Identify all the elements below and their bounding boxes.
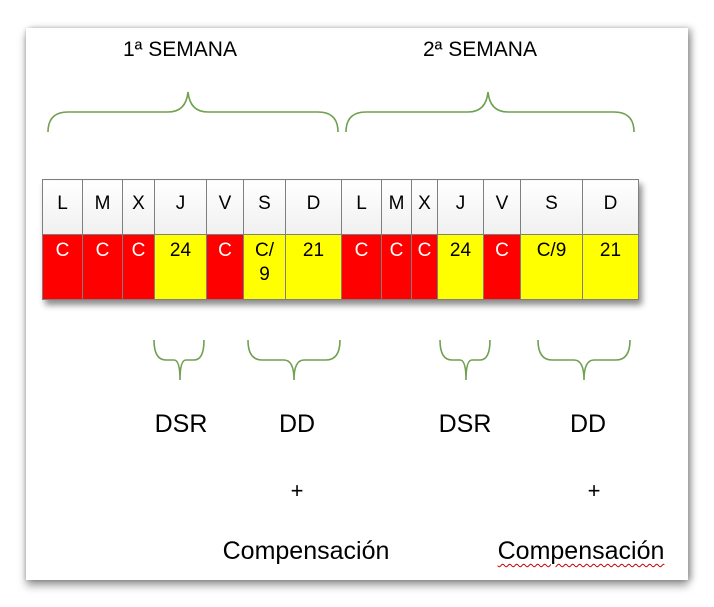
shift-cell: C/ 9	[243, 234, 286, 300]
day-cell: M	[381, 179, 412, 235]
week-1-title: 1ª SEMANA	[123, 38, 237, 61]
week-2-title: 2ª SEMANA	[423, 38, 537, 61]
day-cell: X	[122, 179, 155, 235]
day-cell: J	[437, 179, 484, 235]
shift-cell: C	[483, 234, 521, 300]
shift-cell: C	[341, 234, 382, 300]
shift-cell: C	[381, 234, 412, 300]
day-cell: S	[520, 179, 583, 235]
shift-cell: 21	[285, 234, 342, 300]
dsr-label-week-2: DSR	[438, 410, 492, 438]
shift-cell: 24	[154, 234, 207, 300]
day-cell: V	[483, 179, 521, 235]
day-cell: L	[42, 179, 83, 235]
shift-cell: C/9	[520, 234, 583, 300]
day-cell: M	[82, 179, 123, 235]
day-cell: D	[582, 179, 639, 235]
day-cell: V	[206, 179, 244, 235]
shift-row: C C C 24 C C/ 9 21 C C C 24 C C/9 21	[42, 234, 639, 300]
compensation-label-week-2: Compensación	[497, 537, 665, 565]
schedule-table: L M X J V S D L M X J V S D C C C 24 C C…	[42, 179, 639, 300]
plus-sign-week-1: +	[290, 478, 304, 503]
shift-cell: C	[206, 234, 244, 300]
day-cell: S	[243, 179, 286, 235]
day-row: L M X J V S D L M X J V S D	[42, 179, 639, 235]
shift-cell: C	[411, 234, 438, 300]
shift-cell: 21	[582, 234, 639, 300]
dd-label-week-1: DD	[278, 410, 316, 438]
dd-label-week-2: DD	[569, 410, 607, 438]
shift-cell: 24	[437, 234, 484, 300]
dsr-label-week-1: DSR	[154, 410, 208, 438]
day-cell: L	[341, 179, 382, 235]
shift-cell: C	[82, 234, 123, 300]
day-cell: D	[285, 179, 342, 235]
day-cell: X	[411, 179, 438, 235]
plus-sign-week-2: +	[587, 478, 601, 503]
day-cell: J	[154, 179, 207, 235]
shift-cell: C	[122, 234, 155, 300]
shift-cell: C	[42, 234, 83, 300]
compensation-label-week-1: Compensación	[222, 537, 390, 565]
